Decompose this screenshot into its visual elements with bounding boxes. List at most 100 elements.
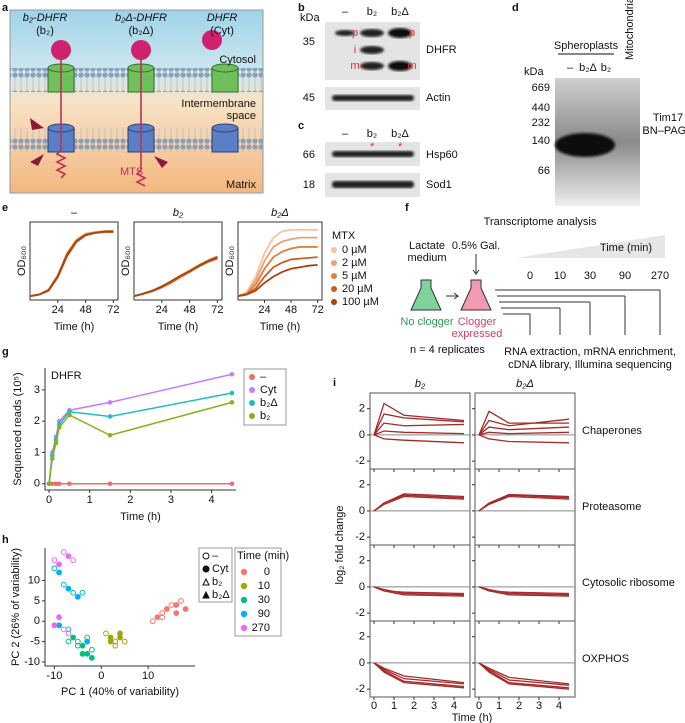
y-axis-label: log₂ fold change	[334, 506, 346, 585]
marker-label: 18	[303, 179, 315, 191]
series-line	[373, 430, 465, 436]
unit-label: kDa	[300, 12, 320, 24]
legend-label: 0	[264, 566, 270, 578]
data-point	[65, 638, 72, 645]
data-point	[56, 425, 62, 430]
data-point	[56, 481, 62, 487]
series-line	[373, 402, 465, 436]
legend-title: MTX	[332, 230, 356, 242]
plot-frame	[474, 392, 576, 470]
legend-marker	[331, 286, 337, 292]
x-tick-label: 0	[476, 700, 482, 712]
legend-label: 5 µM	[342, 270, 367, 282]
series-line	[478, 418, 570, 436]
chart-title: b₂	[173, 207, 184, 219]
x-tick-label: 72	[311, 304, 323, 316]
legend-marker	[249, 413, 255, 419]
series-line	[373, 662, 465, 689]
data-point	[46, 481, 52, 487]
series-line	[237, 256, 318, 297]
lane-label: Mitochondria	[624, 0, 636, 60]
time-title: Time (min)	[600, 242, 652, 254]
plot-frame	[237, 221, 323, 301]
row-label: Cytosolic ribosome	[582, 577, 675, 589]
arrowhead	[154, 156, 168, 168]
timepoint-label: 10	[554, 270, 566, 282]
step-label: RNA extraction, mRNA enrichment,	[504, 346, 676, 358]
construct-name: b₂Δ-DHFR	[115, 12, 167, 24]
y-tick-label: 0	[359, 581, 365, 593]
legend-box	[198, 547, 233, 603]
x-tick-label: 3	[168, 494, 174, 506]
marker-label: 45	[303, 92, 315, 104]
data-point	[74, 642, 81, 649]
compartment-label: Matrix	[226, 179, 256, 191]
series-line	[373, 662, 465, 684]
marker-label: 669	[532, 82, 550, 94]
x-tick-label: 0	[46, 494, 52, 506]
legend-marker	[249, 400, 255, 406]
data-point	[79, 642, 86, 649]
medium-label: medium	[407, 252, 446, 264]
y-tick-label: -5	[30, 635, 40, 647]
plot-frame	[29, 221, 119, 301]
plot-frame	[369, 620, 471, 698]
data-point	[154, 614, 161, 621]
series-line	[133, 256, 218, 297]
data-point	[65, 553, 72, 560]
axis-line	[44, 368, 236, 491]
series-line	[373, 422, 465, 436]
series-line	[237, 246, 318, 297]
legend-marker	[331, 299, 337, 305]
data-point	[84, 638, 91, 645]
data-point	[107, 638, 114, 645]
data-point	[70, 557, 77, 564]
data-point	[182, 606, 189, 612]
data-point	[107, 400, 113, 405]
legend-box	[234, 547, 282, 637]
data-point	[159, 614, 166, 621]
compartment-label: Intermembrane	[181, 98, 256, 110]
legend-label: 0 µM	[342, 244, 367, 256]
legend-label: b₂Δ	[260, 397, 278, 409]
band	[360, 62, 384, 70]
x-tick-label: 0	[371, 700, 377, 712]
y-tick-label: 2	[359, 631, 365, 643]
mts-helix	[135, 169, 147, 187]
x-axis-label: Time (h)	[120, 511, 161, 523]
blots: * *	[325, 22, 640, 206]
dhfr-domain	[202, 30, 222, 50]
x-tick-label: 24	[156, 304, 168, 316]
chart-title: b₂Δ	[271, 207, 289, 219]
x-tick-label: -10	[46, 670, 62, 682]
legend-label: b₂	[260, 410, 270, 422]
y-tick-label: 0	[359, 429, 365, 441]
x-tick-label: 2	[516, 700, 522, 712]
column-title: b₂Δ	[516, 378, 534, 390]
legend-marker	[240, 610, 248, 618]
legend-label: 20 µM	[342, 283, 373, 295]
x-tick-label: 1	[391, 700, 397, 712]
plot-frame	[474, 544, 576, 622]
series-line	[478, 662, 570, 685]
gel-caption: BN–PAGE	[642, 125, 685, 137]
legend-label: 270	[252, 622, 270, 634]
legend-label: –	[260, 371, 267, 383]
legend-marker	[331, 260, 337, 266]
series-line	[29, 231, 114, 297]
y-axis-label: OD₆₀₀	[120, 246, 132, 276]
marker-label: 440	[532, 102, 550, 114]
marker-label: 66	[303, 149, 315, 161]
timepoint-label: 0	[527, 270, 533, 282]
legend-marker	[331, 247, 337, 253]
data-point	[65, 585, 72, 592]
chart-title: DHFR	[51, 370, 82, 382]
tom-pore	[211, 63, 239, 73]
data-point	[178, 597, 184, 604]
mts-label: MTS	[120, 166, 143, 178]
panel-label: d	[512, 2, 519, 14]
marker-label: 66	[538, 165, 550, 177]
data-point	[229, 481, 235, 487]
group-label: Spheroplasts	[554, 40, 619, 52]
y-tick-label: 3	[34, 384, 40, 396]
